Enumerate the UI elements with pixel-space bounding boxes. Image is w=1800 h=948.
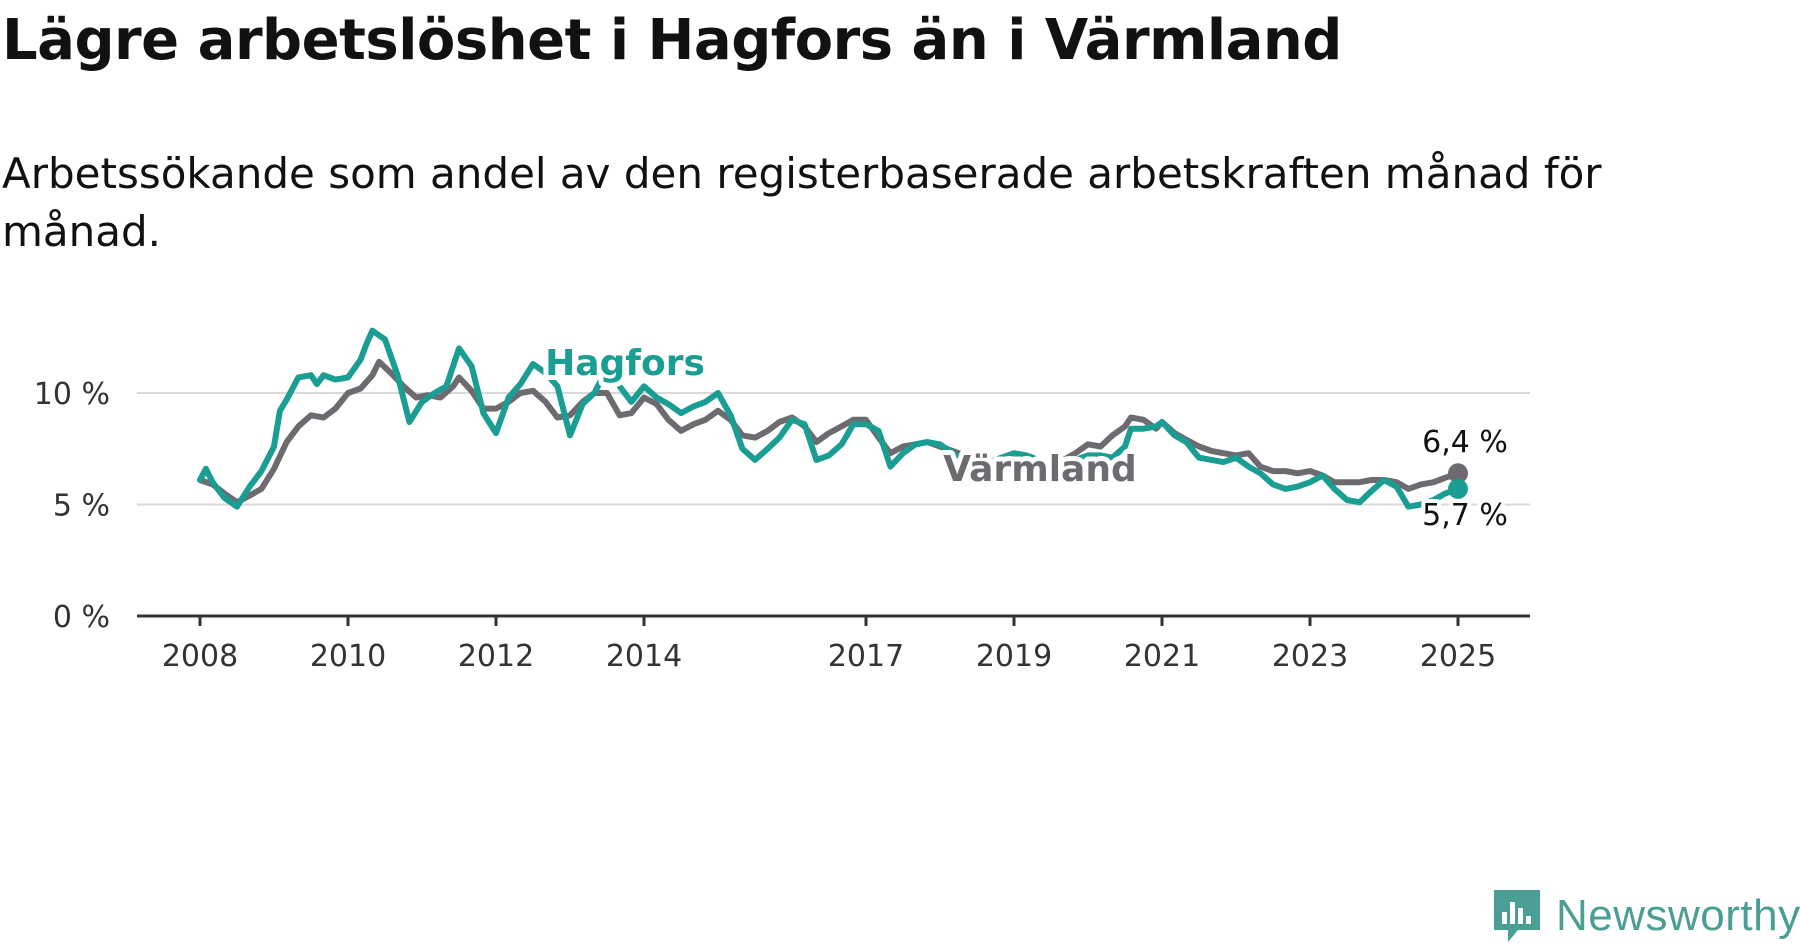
x-tick-label: 2021 <box>1124 639 1200 674</box>
x-tick-label: 2012 <box>458 639 534 674</box>
x-axis: 2008 2010 2012 2014 2017 2019 2021 2023 2025 <box>137 614 1530 674</box>
y-tick-label: 10 % <box>34 377 110 412</box>
y-axis-tick-labels: 0 % 5 % 10 % <box>34 377 110 635</box>
x-tick-label: 2017 <box>828 639 904 674</box>
grid-lines <box>137 392 1530 506</box>
x-tick-label: 2008 <box>162 639 238 674</box>
x-tick-label: 2025 <box>1420 639 1496 674</box>
series-line-hagfors <box>197 327 1461 510</box>
end-value-label: 6,4 % <box>1422 425 1508 460</box>
series-label: Värmland <box>943 449 1136 490</box>
newsworthy-logo: Newsworthy <box>1492 888 1800 944</box>
page-title: Lägre arbetslöshet i Hagfors än i Värmla… <box>2 8 1342 73</box>
x-tick-label: 2023 <box>1272 639 1348 674</box>
end-value-label: 5,7 % <box>1422 498 1508 533</box>
y-tick-label: 0 % <box>53 600 110 635</box>
page-subtitle: Arbetssökande som andel av den registerb… <box>2 149 1602 256</box>
newsworthy-logo-icon <box>1494 890 1540 942</box>
x-tick-label: 2014 <box>606 639 682 674</box>
series-label: Hagfors <box>545 343 705 384</box>
x-tick-label: 2019 <box>976 639 1052 674</box>
end-point-marker <box>1448 478 1468 499</box>
end-point-marker <box>1448 463 1468 484</box>
logo-text: Newsworthy <box>1556 891 1800 940</box>
y-tick-label: 5 % <box>53 489 110 524</box>
x-tick-label: 2010 <box>310 639 386 674</box>
series-line-v-rmland <box>197 358 1461 506</box>
series-lines <box>197 327 1468 510</box>
series-labels: Värmland 6,4 % Hagfors 5,7 % <box>540 338 1512 537</box>
